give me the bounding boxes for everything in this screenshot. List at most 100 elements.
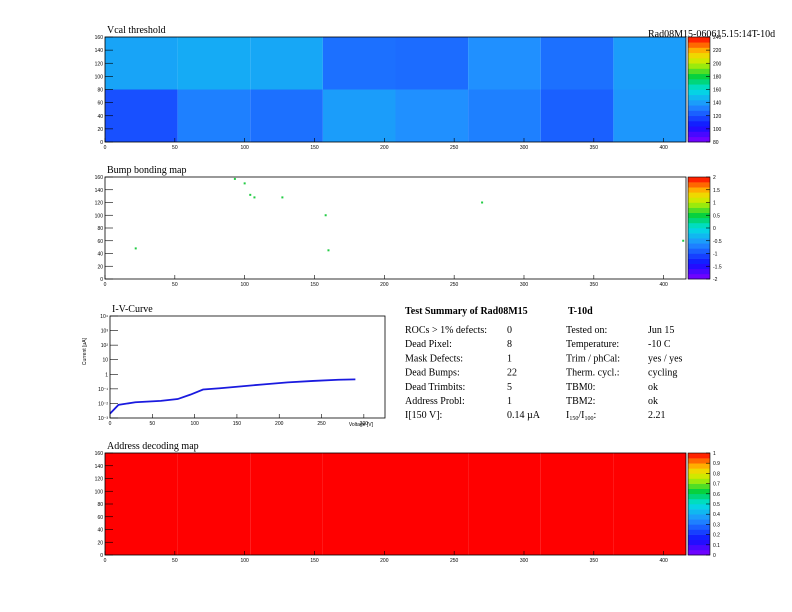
colorbar-cell bbox=[688, 498, 710, 505]
point bbox=[253, 196, 256, 199]
roc-cell bbox=[250, 37, 323, 90]
colorbar-label: -2 bbox=[713, 277, 718, 283]
y-tick-label: 10⁻¹ bbox=[98, 387, 108, 393]
x-tick-label: 0 bbox=[104, 145, 107, 151]
roc-cell bbox=[105, 37, 178, 90]
point bbox=[481, 201, 484, 204]
x-tick-label: 100 bbox=[240, 558, 249, 564]
roc-cell bbox=[105, 453, 178, 504]
colorbar-cell bbox=[688, 273, 710, 280]
ratio-part: /I bbox=[578, 410, 584, 421]
colorbar-cell bbox=[688, 207, 710, 213]
colorbar-cell bbox=[688, 202, 710, 208]
colorbar-cell bbox=[688, 68, 710, 75]
colorbar-label: 220 bbox=[713, 48, 722, 54]
y-tick-label: 100 bbox=[95, 489, 104, 495]
roc-cell bbox=[105, 504, 178, 555]
x-tick-label: 150 bbox=[310, 145, 319, 151]
roc-cell bbox=[613, 453, 686, 504]
roc-cell bbox=[468, 453, 541, 504]
colorbar-cell bbox=[688, 534, 710, 540]
summary-value: 1 bbox=[507, 396, 512, 407]
roc-cell bbox=[613, 504, 686, 555]
summary-tag: T-10d bbox=[568, 306, 593, 317]
y-tick-label: 140 bbox=[95, 464, 104, 470]
point bbox=[233, 177, 236, 180]
x-tick-label: 100 bbox=[240, 145, 249, 151]
x-tick-label: 400 bbox=[659, 145, 668, 151]
colorbar-label: 120 bbox=[713, 114, 722, 120]
ratio-part: 150 bbox=[569, 416, 578, 422]
colorbar-cell bbox=[688, 504, 710, 510]
summary-value: 0 bbox=[507, 325, 512, 336]
x-tick-label: 200 bbox=[380, 558, 389, 564]
colorbar-label: 160 bbox=[713, 88, 722, 94]
colorbar-cell bbox=[688, 136, 710, 143]
colorbar-cell bbox=[688, 263, 710, 270]
y-tick-label: 80 bbox=[97, 502, 103, 508]
colorbar-cell bbox=[688, 187, 710, 193]
summary-value: yes / yes bbox=[648, 353, 683, 364]
colorbar-cell bbox=[688, 519, 710, 525]
roc-cell bbox=[177, 504, 251, 555]
summary-label: Trim / phCal: bbox=[566, 353, 620, 364]
summary-label: Therm. cycl.: bbox=[566, 368, 620, 379]
colorbar-cell bbox=[688, 79, 710, 85]
x-tick-label: 150 bbox=[233, 421, 242, 427]
colorbar-cell bbox=[688, 182, 710, 188]
y-tick-label: 60 bbox=[97, 239, 103, 245]
roc-cell bbox=[540, 453, 614, 504]
roc-cell bbox=[395, 89, 469, 142]
colorbar-cell bbox=[688, 238, 710, 244]
colorbar-label: 0.4 bbox=[713, 512, 720, 518]
roc-cell bbox=[468, 504, 541, 555]
summary-label: Dead Pixel: bbox=[405, 339, 452, 350]
summary-value: cycling bbox=[648, 368, 677, 379]
colorbar-label: 180 bbox=[713, 74, 722, 80]
y-tick-label: 140 bbox=[95, 48, 104, 54]
colorbar-label: -1 bbox=[713, 252, 718, 258]
colorbar-cell bbox=[688, 58, 710, 64]
x-tick-label: 150 bbox=[310, 282, 319, 288]
colorbar-cell bbox=[688, 228, 710, 234]
y-tick-label: 20 bbox=[97, 264, 103, 270]
colorbar-cell bbox=[688, 514, 710, 520]
y-tick-label: 60 bbox=[97, 515, 103, 521]
colorbar-cell bbox=[688, 258, 710, 264]
summary-value: ok bbox=[648, 382, 658, 393]
iv-curve bbox=[109, 378, 356, 415]
x-tick-label: 300 bbox=[520, 145, 529, 151]
y-tick-label: 0 bbox=[100, 140, 103, 146]
y-tick-label: 100 bbox=[95, 74, 104, 80]
point bbox=[249, 193, 252, 196]
colorbar-cell bbox=[688, 549, 710, 556]
roc-cell bbox=[177, 89, 251, 142]
x-tick-label: 0 bbox=[104, 282, 107, 288]
y-tick-label: 160 bbox=[95, 451, 104, 457]
chart-title: Vcal threshold bbox=[107, 25, 166, 36]
colorbar-cell bbox=[688, 84, 710, 90]
colorbar-cell bbox=[688, 100, 710, 106]
y-tick-label: 1 bbox=[105, 372, 108, 378]
colorbar-label: 1 bbox=[713, 201, 716, 207]
summary-label: Address Probl: bbox=[405, 396, 465, 407]
colorbar-label: 140 bbox=[713, 101, 722, 107]
colorbar-cell bbox=[688, 105, 710, 111]
summary-label: TBM2: bbox=[566, 396, 595, 407]
colorbar-cell bbox=[688, 47, 710, 54]
roc-cell bbox=[322, 504, 396, 555]
y-tick-label: 160 bbox=[95, 35, 104, 41]
summary-label: Mask Defects: bbox=[405, 353, 463, 364]
roc-cell bbox=[395, 453, 469, 504]
colorbar-label: 0.5 bbox=[713, 213, 720, 219]
colorbar-cell bbox=[688, 458, 710, 464]
colorbar-label: 0.1 bbox=[713, 543, 720, 549]
y-tick-label: 10 bbox=[102, 358, 108, 364]
colorbar-label: 0 bbox=[713, 226, 716, 232]
summary-value: ok bbox=[648, 396, 658, 407]
y-tick-label: 60 bbox=[97, 101, 103, 107]
colorbar-cell bbox=[688, 94, 710, 101]
colorbar-cell bbox=[688, 115, 710, 122]
point bbox=[134, 247, 137, 250]
y-tick-label: 40 bbox=[97, 252, 103, 258]
